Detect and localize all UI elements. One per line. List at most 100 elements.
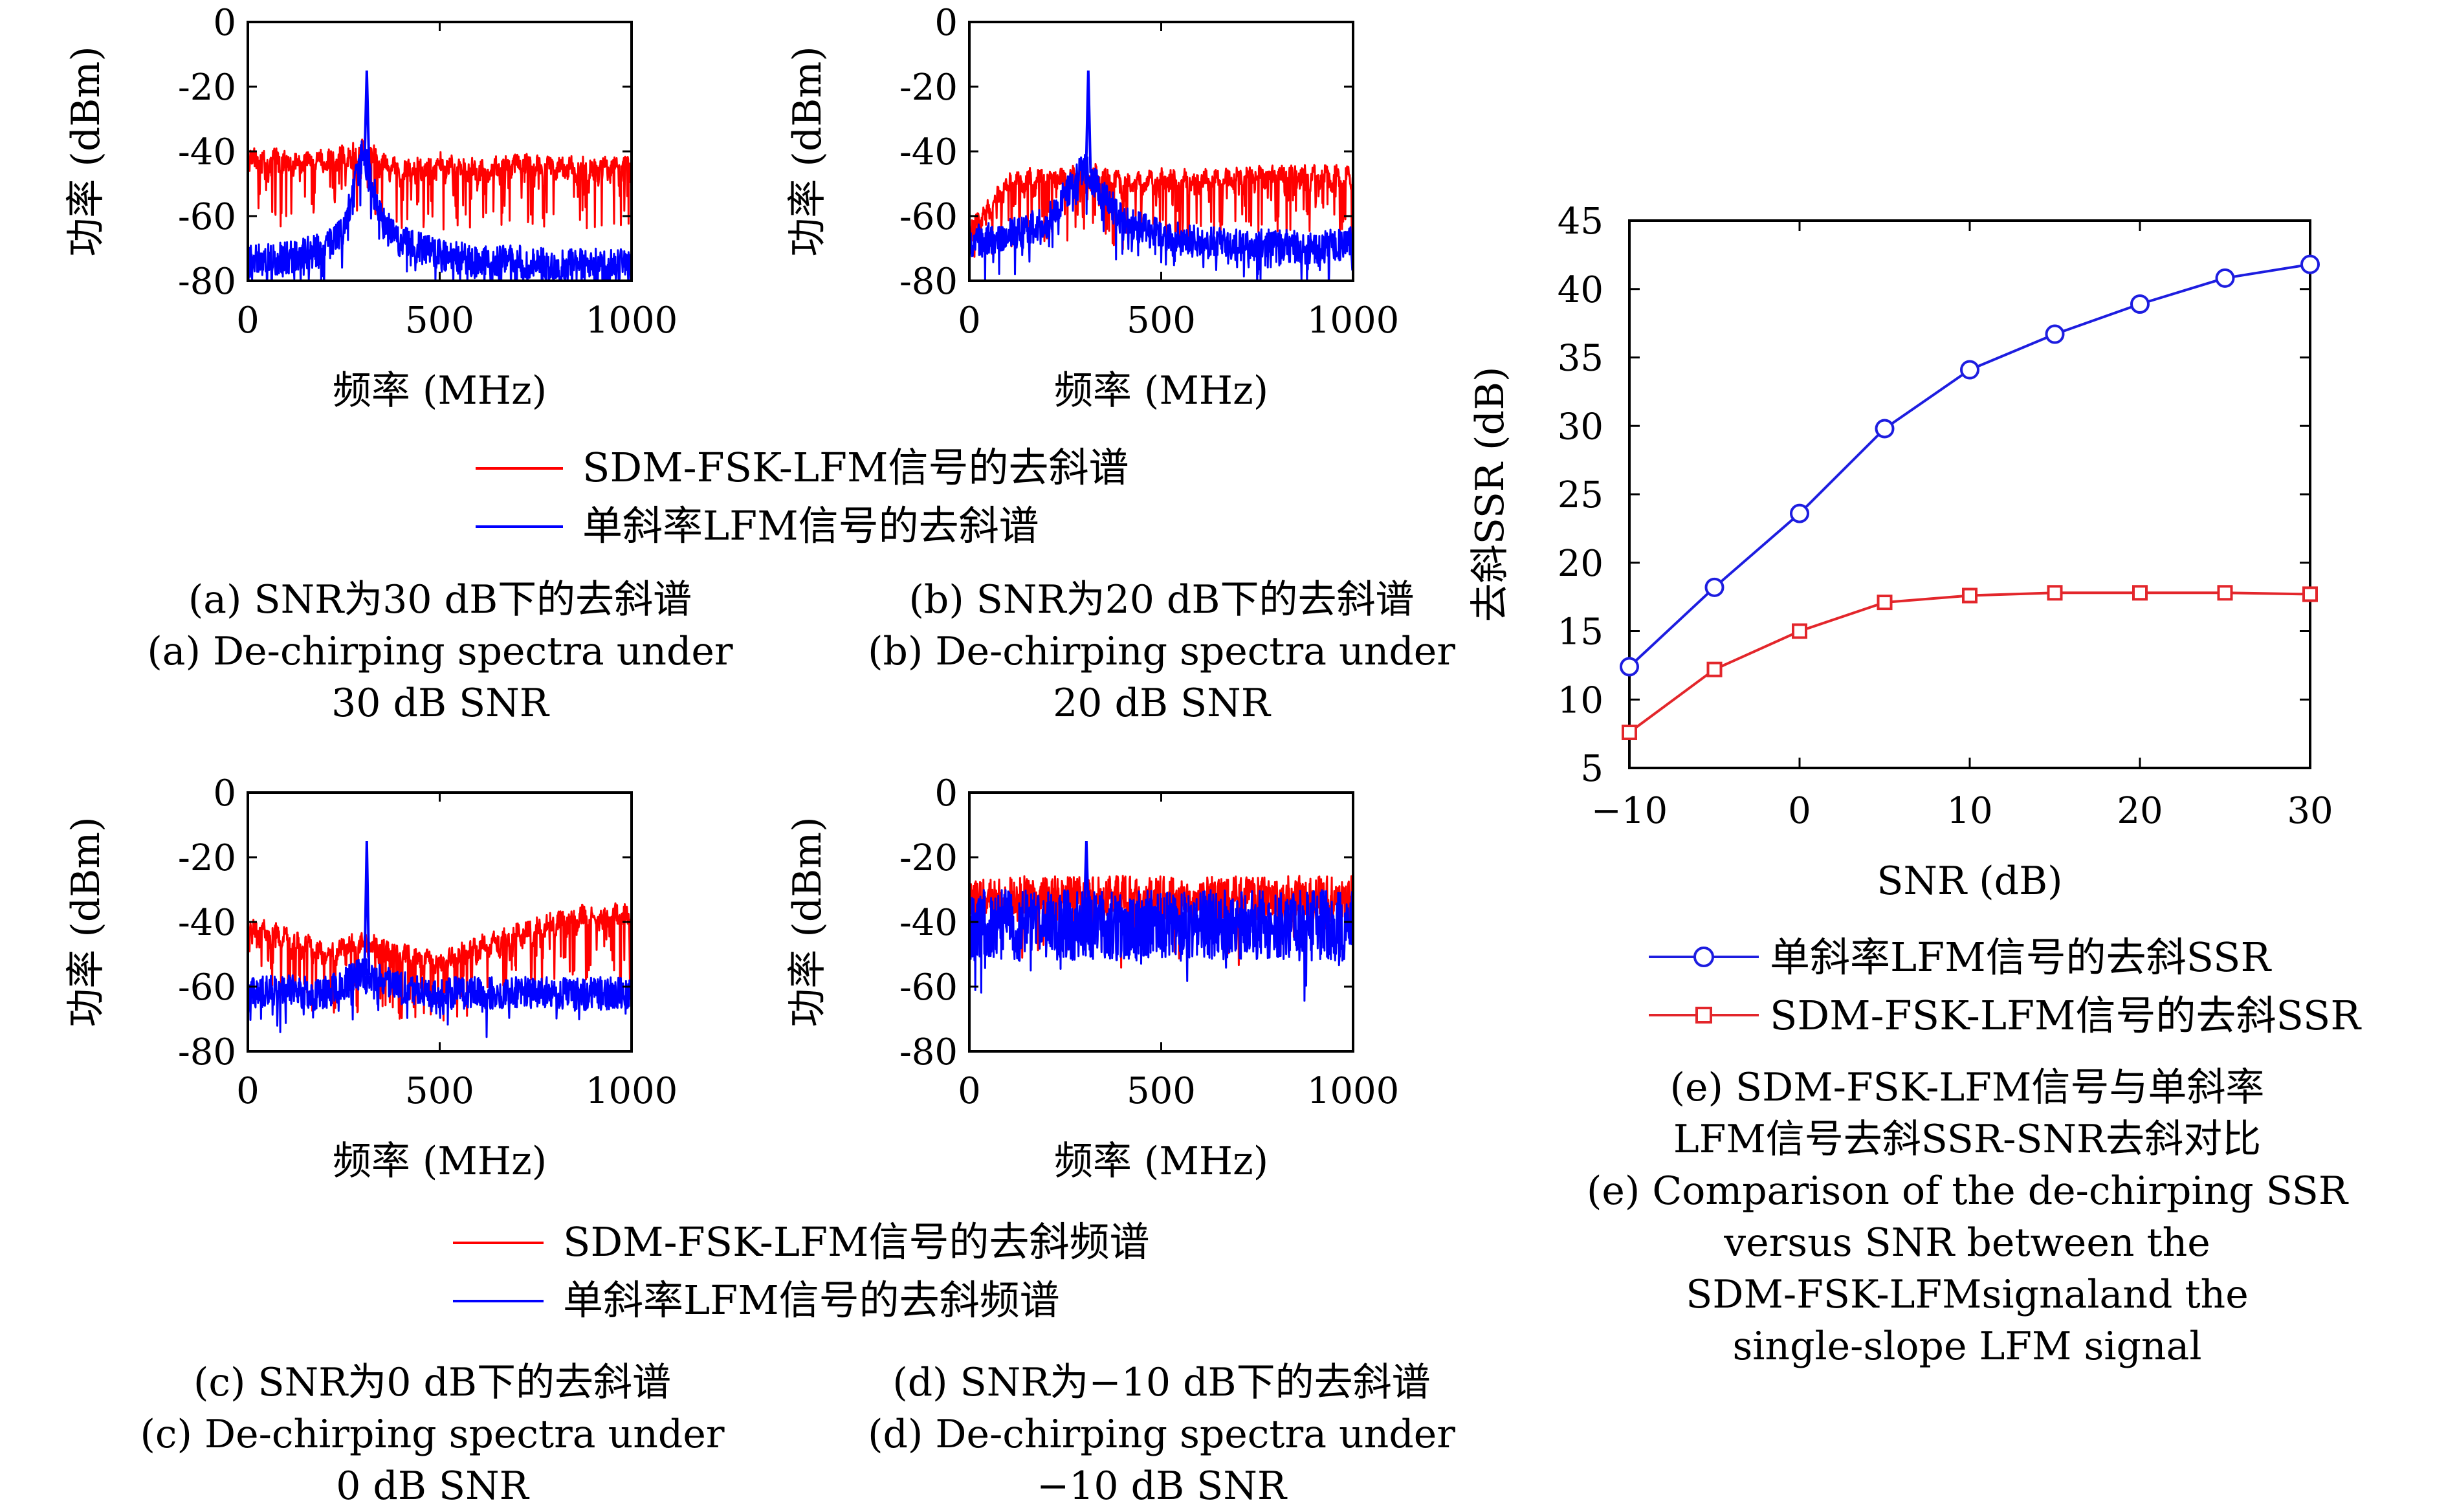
x-tick-label: 0 — [958, 1070, 981, 1112]
data-point — [1960, 360, 1979, 380]
ssr-chart: 5 10 15 20 25 30 35 40 45 −10 0 10 20 30 SNR (dB) 去斜SSR… — [1468, 201, 2333, 904]
y-axis-label: 功率 (dBm) — [63, 46, 109, 256]
y-axis-label: 去斜SSR (dB) — [1468, 367, 1513, 622]
data-point — [2045, 324, 2065, 344]
data-point — [2130, 294, 2150, 314]
data-point — [2302, 586, 2318, 602]
caption-line: (d) De-chirping spectra under — [868, 1412, 1455, 1457]
x-tick-label: −10 — [1591, 790, 1668, 832]
caption-b: (b) SNR为20 dB下的去斜谱 (b) De-chirping spectr… — [868, 577, 1455, 726]
caption-line: (d) SNR为−10 dB下的去斜谱 — [892, 1360, 1430, 1405]
data-point — [1792, 623, 1807, 639]
x-tick-label: 500 — [1127, 1070, 1196, 1112]
y-tick-label: -80 — [899, 261, 958, 303]
y-tick-label: 0 — [934, 772, 958, 815]
caption-line: (a) SNR为30 dB下的去斜谱 — [188, 577, 692, 622]
y-tick-label: -80 — [899, 1031, 958, 1073]
caption-line: single-slope LFM signal — [1732, 1324, 2201, 1369]
caption-line: (e) Comparison of the de-chirping SSR — [1587, 1168, 2349, 1214]
y-tick-label: -60 — [178, 967, 236, 1009]
trace-group — [248, 70, 632, 281]
peak-mark — [1083, 840, 1090, 923]
trace-group — [969, 70, 1353, 281]
legend-label: 单斜率LFM信号的去斜SSR — [1770, 934, 2273, 981]
legend-label-blue: 单斜率LFM信号的去斜频谱 — [563, 1276, 1060, 1324]
x-tick-label: 1000 — [1307, 1070, 1400, 1112]
sdm-fsk-lfm-trace — [248, 138, 632, 231]
data-point — [1620, 657, 1639, 677]
y-tick-label: -40 — [178, 131, 236, 173]
x-tick-label: 10 — [1946, 790, 1992, 832]
lfm-ssr-line — [1628, 263, 2311, 668]
legend-label: SDM-FSK-LFM信号的去斜SSR — [1770, 992, 2362, 1039]
x-tick-label: 0 — [236, 1070, 259, 1112]
y-tick-label: 25 — [1558, 474, 1603, 516]
y-tick-label: -80 — [178, 1031, 236, 1073]
y-tick-label: 0 — [213, 772, 236, 815]
caption-line: versus SNR between the — [1723, 1220, 2210, 1265]
x-tick-label: 500 — [405, 300, 474, 342]
y-tick-label: -60 — [899, 967, 958, 1009]
x-tick-label: 1000 — [586, 1070, 678, 1112]
data-point — [2300, 254, 2320, 274]
x-tick-label: 0 — [236, 300, 259, 342]
ssr-legend: 单斜率LFM信号的去斜SSR SDM-FSK-LFM信号的去斜SSR — [1649, 934, 2362, 1039]
caption-a: (a) SNR为30 dB下的去斜谱 (a) De-chirping spectr… — [147, 577, 733, 726]
caption-line: (b) De-chirping spectra under — [868, 629, 1455, 674]
sdm-fsk-lfm-trace — [248, 902, 632, 1022]
y-tick-label: 5 — [1580, 748, 1603, 790]
x-tick-label: 0 — [958, 300, 981, 342]
lfm-trace — [248, 958, 632, 1038]
x-axis-label: 频率 (MHz) — [333, 368, 547, 413]
data-point — [1962, 587, 1978, 604]
y-tick-label: -60 — [899, 196, 958, 238]
y-tick-label: 10 — [1558, 679, 1603, 721]
x-tick-label: 30 — [2287, 790, 2333, 832]
x-tick-label: 0 — [1788, 790, 1811, 832]
legend-marker-circle — [1693, 947, 1714, 967]
legend-label-red: SDM-FSK-LFM信号的去斜谱 — [582, 444, 1129, 491]
caption-c: (c) SNR为0 dB下的去斜谱 (c) De-chirping spectra… — [140, 1360, 724, 1509]
sdm-ssr-line — [1628, 591, 2311, 734]
y-tick-label: -40 — [178, 902, 236, 944]
x-tick-label: 1000 — [1307, 300, 1400, 342]
y-axis-label: 功率 (dBm) — [63, 816, 109, 1027]
trace-group — [969, 840, 1353, 1002]
y-tick-label: -20 — [899, 67, 958, 109]
caption-line: (c) De-chirping spectra under — [140, 1412, 724, 1457]
y-tick-label: 0 — [934, 2, 958, 44]
y-tick-label: 15 — [1558, 611, 1603, 653]
lfm-trace — [248, 140, 632, 281]
caption-line: (a) De-chirping spectra under — [147, 629, 733, 674]
data-point — [2217, 585, 2233, 601]
caption-d: (d) SNR为−10 dB下的去斜谱 (d) De-chirping spect… — [868, 1360, 1455, 1509]
data-point — [1622, 725, 1637, 741]
x-tick-label: 500 — [405, 1070, 474, 1112]
caption-line: 30 dB SNR — [331, 681, 550, 726]
peak-mark — [363, 70, 371, 166]
y-tick-label: 40 — [1558, 269, 1603, 311]
x-tick-label: 20 — [2117, 790, 2163, 832]
caption-line: SDM-FSK-LFMsignaland the — [1686, 1272, 2248, 1317]
trace-group — [248, 840, 632, 1038]
data-point — [1875, 419, 1895, 439]
x-axis-label: 频率 (MHz) — [1054, 368, 1268, 413]
data-point — [2132, 585, 2148, 601]
y-tick-label: -40 — [899, 131, 958, 173]
data-point — [2215, 268, 2235, 288]
y-tick-label: -40 — [899, 902, 958, 944]
caption-line: (b) SNR为20 dB下的去斜谱 — [909, 577, 1415, 622]
caption-e: (e) SDM-FSK-LFM信号与单斜率 LFM信号去斜SSR-SNR去斜对比 (… — [1587, 1065, 2349, 1369]
y-tick-label: 20 — [1558, 543, 1603, 585]
legend-label-red: SDM-FSK-LFM信号的去斜频谱 — [563, 1218, 1150, 1265]
peak-mark — [363, 840, 371, 976]
peak-mark — [1085, 70, 1092, 173]
y-axis-label: 功率 (dBm) — [785, 46, 830, 256]
y-tick-label: 0 — [213, 2, 236, 44]
caption-line: 20 dB SNR — [1053, 681, 1272, 726]
lfm-trace — [969, 154, 1353, 281]
y-tick-label: -80 — [178, 261, 236, 303]
